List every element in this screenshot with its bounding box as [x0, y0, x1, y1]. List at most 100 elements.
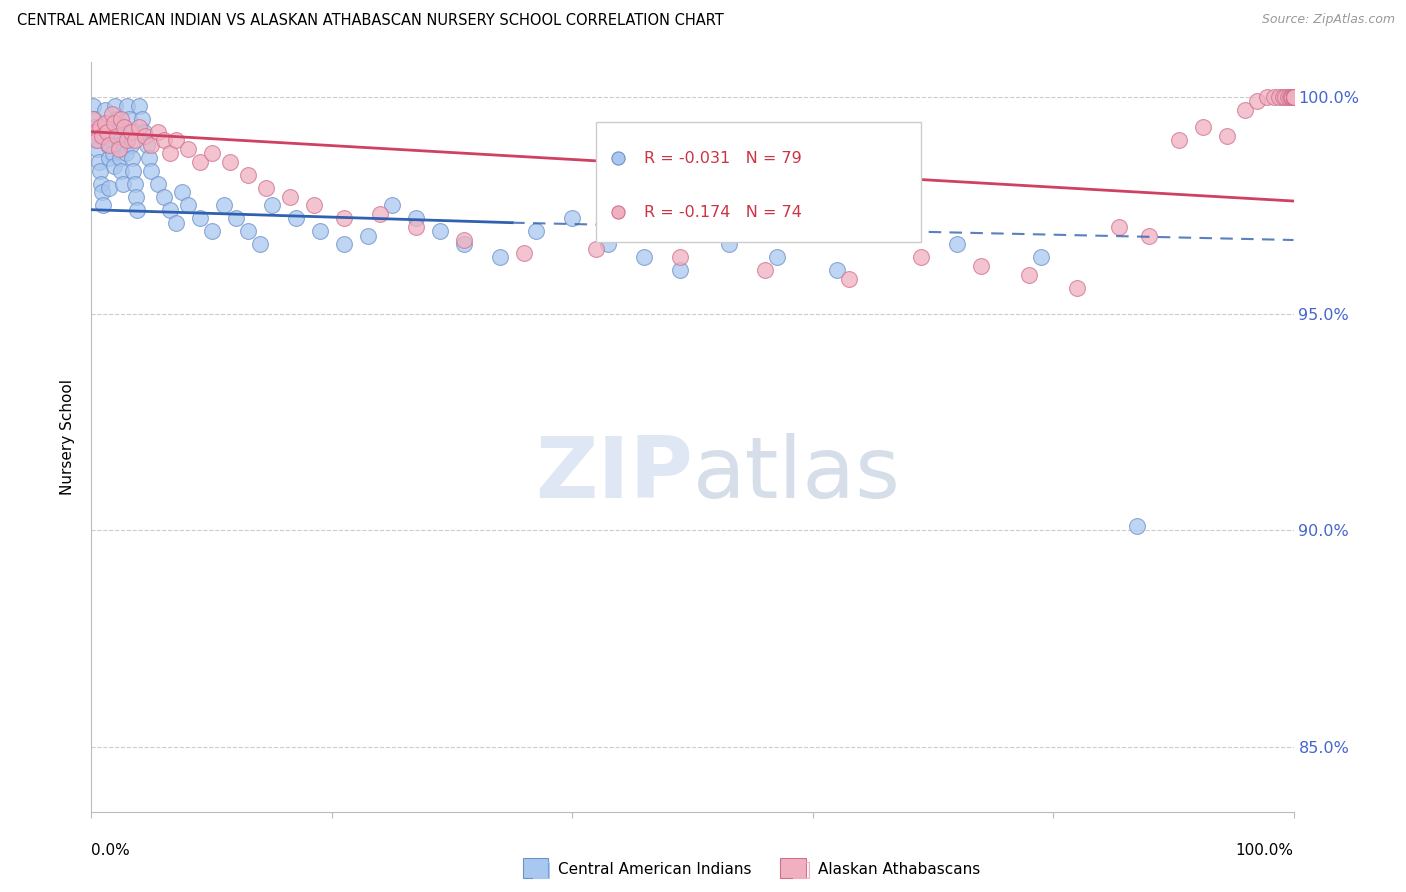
Point [1263, 90, 1285, 104]
Point [1282, 90, 1305, 104]
Text: ZIP: ZIP [534, 433, 692, 516]
Y-axis label: Nursery School: Nursery School [60, 379, 76, 495]
Point [249, 237, 271, 252]
Point [188, 155, 211, 169]
Point [489, 250, 512, 264]
Point [101, 146, 124, 161]
Point [381, 198, 404, 212]
Point [128, 120, 150, 135]
Point [754, 263, 776, 277]
Point [93, 198, 115, 212]
Point [89, 163, 111, 178]
Point [225, 211, 247, 226]
Point [1278, 90, 1301, 104]
Point [405, 220, 427, 235]
Point [165, 216, 187, 230]
Point [1282, 90, 1305, 104]
Point [96, 129, 118, 144]
Text: atlas: atlas [692, 433, 900, 516]
Point [1256, 90, 1278, 104]
Point [121, 151, 143, 165]
Point [1126, 519, 1149, 533]
Point [1279, 90, 1302, 104]
Point [134, 129, 156, 144]
Point [120, 125, 142, 139]
Text: Alaskan Athabascans: Alaskan Athabascans [818, 863, 980, 877]
Point [118, 112, 141, 126]
Text: Central American Indians: Central American Indians [558, 863, 752, 877]
Point [110, 112, 132, 126]
Point [368, 207, 391, 221]
Point [598, 237, 620, 252]
Point [260, 198, 283, 212]
Point [117, 99, 139, 113]
Point [86, 133, 108, 147]
Point [633, 250, 655, 264]
Point [108, 137, 131, 152]
Point [765, 250, 787, 264]
Point [159, 146, 181, 161]
Point [236, 168, 259, 182]
Point [910, 250, 932, 264]
Point [170, 186, 193, 200]
Point [1271, 90, 1294, 104]
Point [1282, 90, 1305, 104]
Bar [596, 122, 921, 243]
Point [107, 125, 129, 139]
Point [1282, 90, 1305, 104]
Point [1234, 103, 1257, 117]
Point [98, 181, 121, 195]
Point [1281, 90, 1303, 104]
Point [91, 129, 114, 144]
Point [118, 125, 141, 139]
Point [94, 116, 117, 130]
Point [201, 146, 224, 161]
Point [1277, 90, 1299, 104]
Point [1282, 90, 1305, 104]
Point [125, 202, 148, 217]
Point [838, 272, 860, 286]
Point [101, 107, 124, 121]
Point [83, 112, 105, 126]
Point [105, 129, 128, 144]
Point [146, 177, 169, 191]
FancyBboxPatch shape [523, 858, 548, 878]
Point [82, 99, 104, 113]
Point [1029, 250, 1052, 264]
Point [93, 116, 115, 130]
Point [112, 120, 135, 135]
Point [1282, 90, 1305, 104]
Point [120, 137, 142, 152]
Point [84, 125, 107, 139]
Point [114, 133, 136, 147]
Point [124, 133, 146, 147]
Point [89, 120, 111, 135]
Point [405, 211, 427, 226]
Point [188, 211, 211, 226]
Text: Source: ZipAtlas.com: Source: ZipAtlas.com [1261, 13, 1395, 27]
Text: 0.0%: 0.0% [91, 843, 131, 858]
Point [717, 237, 740, 252]
Point [1018, 268, 1040, 282]
Point [453, 233, 475, 247]
Point [103, 116, 125, 130]
Point [1282, 90, 1305, 104]
Point [970, 259, 993, 273]
Text: R = -0.174   N = 74: R = -0.174 N = 74 [644, 205, 803, 219]
Point [1246, 95, 1268, 109]
Text: □: □ [792, 860, 811, 880]
Text: 100.0%: 100.0% [1236, 843, 1294, 858]
Point [146, 125, 169, 139]
Point [254, 181, 277, 195]
Text: CENTRAL AMERICAN INDIAN VS ALASKAN ATHABASCAN NURSERY SCHOOL CORRELATION CHART: CENTRAL AMERICAN INDIAN VS ALASKAN ATHAB… [17, 13, 724, 29]
Point [115, 146, 138, 161]
Point [135, 137, 157, 152]
Point [159, 202, 181, 217]
Point [134, 125, 156, 139]
Point [108, 142, 131, 156]
Point [90, 177, 112, 191]
Point [669, 250, 692, 264]
Point [302, 198, 325, 212]
Point [87, 155, 110, 169]
Point [1168, 133, 1191, 147]
